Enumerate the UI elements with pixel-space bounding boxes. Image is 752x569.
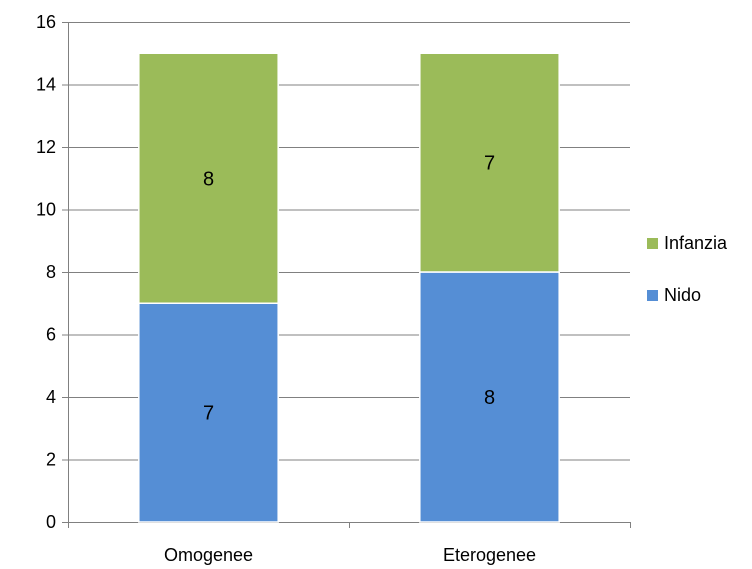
legend: Infanzia Nido xyxy=(647,233,728,305)
y-tick-label: 8 xyxy=(46,262,56,282)
bar-segment-nido-eterogenee xyxy=(419,271,560,523)
legend-swatch-infanzia xyxy=(647,238,658,249)
y-axis-ticks: 0 2 4 6 8 10 12 14 16 xyxy=(36,12,56,532)
x-tick-label: Omogenee xyxy=(164,545,253,565)
y-tick-label: 14 xyxy=(36,75,56,95)
y-tick-label: 2 xyxy=(46,450,56,470)
legend-label-nido: Nido xyxy=(664,285,701,305)
legend-swatch-nido xyxy=(647,290,658,301)
y-tick-label: 10 xyxy=(36,200,56,220)
y-tick-label: 6 xyxy=(46,325,56,345)
x-axis: Omogenee Eterogenee xyxy=(68,522,631,565)
y-tick-label: 4 xyxy=(46,387,56,407)
bar-segment-infanzia-omogenee xyxy=(138,52,279,304)
data-label: 7 xyxy=(484,153,495,175)
data-label: 8 xyxy=(203,168,214,190)
x-tick-label: Eterogenee xyxy=(443,545,536,565)
legend-label-infanzia: Infanzia xyxy=(664,233,728,253)
y-tick-label: 12 xyxy=(36,137,56,157)
bar-segment-infanzia-eterogenee xyxy=(419,52,560,273)
data-label: 7 xyxy=(203,403,214,425)
y-tick-label: 16 xyxy=(36,12,56,32)
y-tick-label: 0 xyxy=(46,512,56,532)
data-label: 8 xyxy=(484,387,495,409)
bars: 7 8 8 7 xyxy=(138,52,560,523)
